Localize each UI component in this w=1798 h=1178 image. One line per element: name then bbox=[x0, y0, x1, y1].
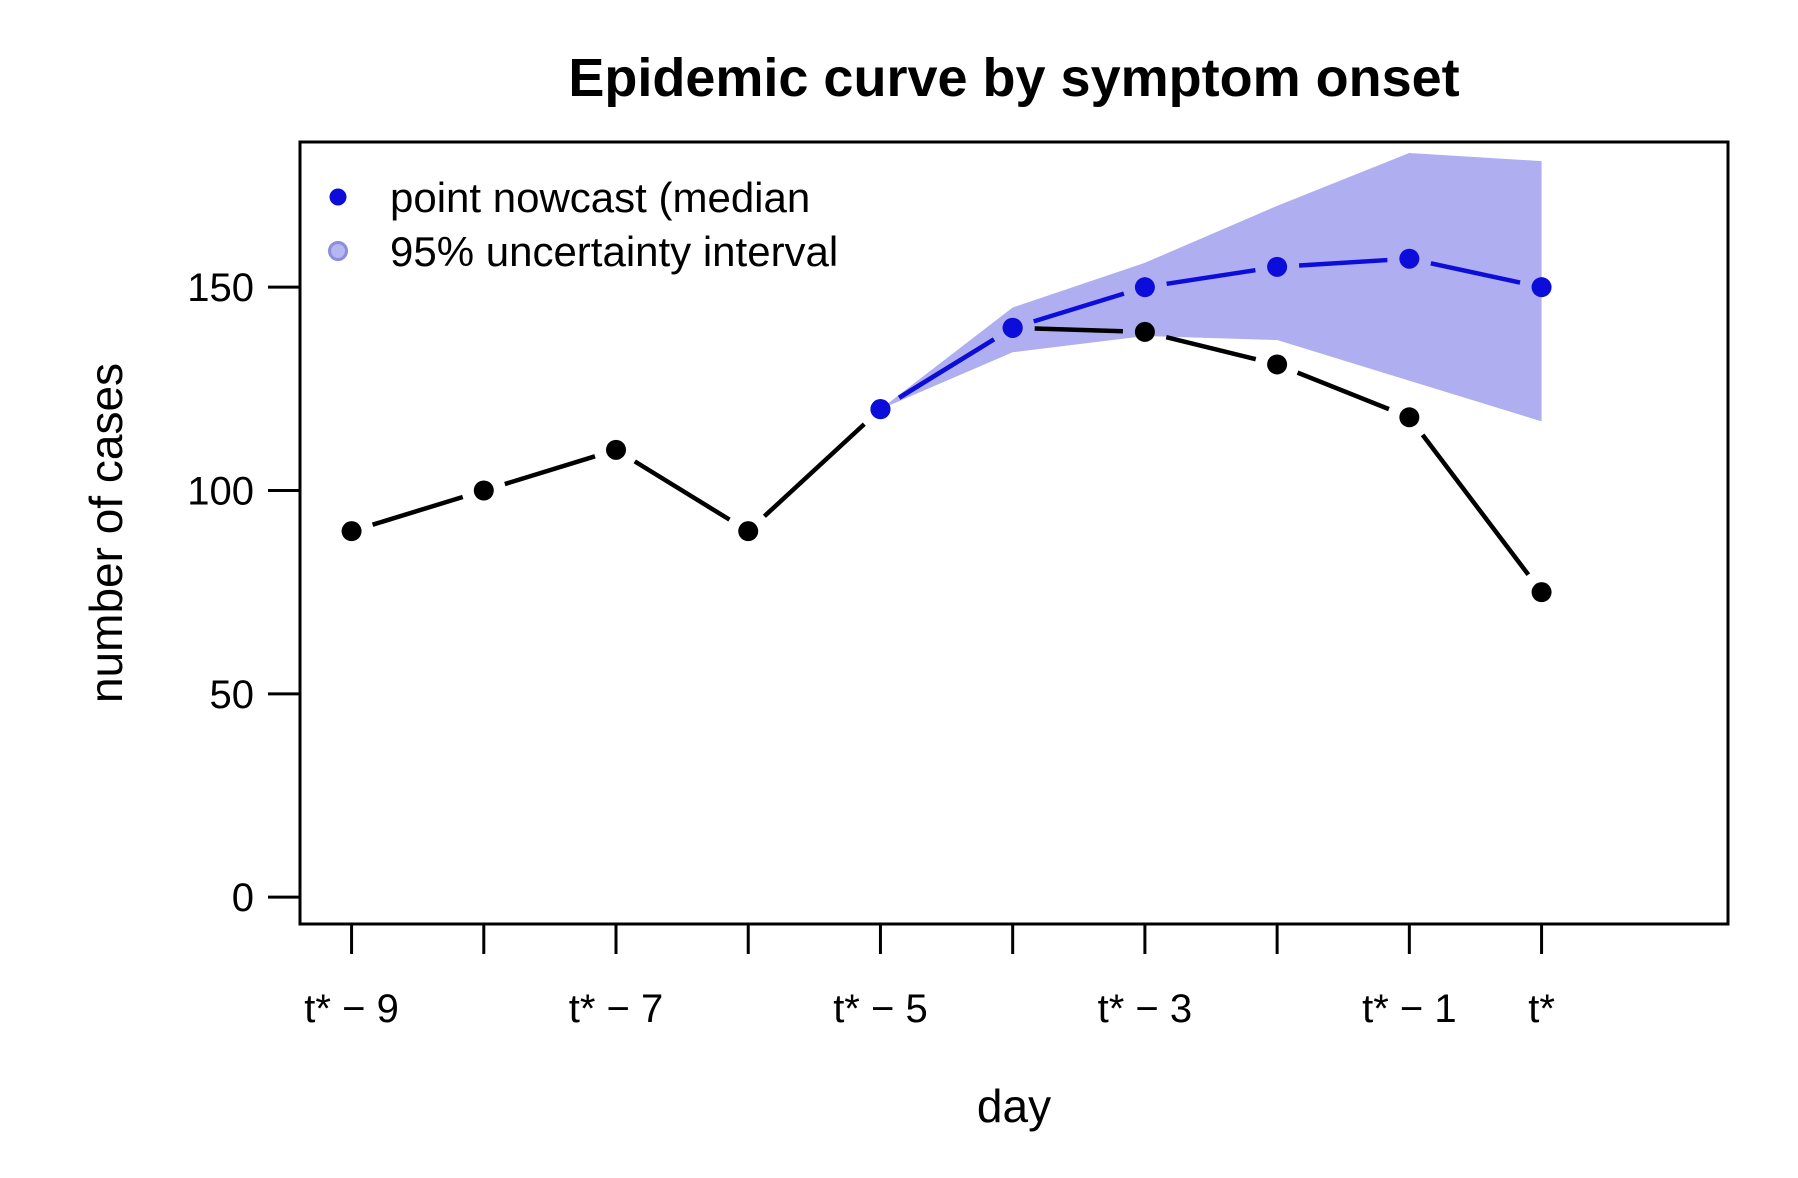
x-tick-label: t* − 7 bbox=[569, 987, 664, 1031]
nowcast-line-segment bbox=[1430, 261, 1521, 285]
observed-point bbox=[1399, 407, 1420, 428]
x-tick-label: t* − 5 bbox=[833, 987, 928, 1031]
nowcast-point bbox=[1399, 248, 1420, 269]
x-tick-label: t* − 1 bbox=[1362, 987, 1457, 1031]
y-tick-label: 100 bbox=[187, 470, 254, 514]
y-tick-label: 50 bbox=[210, 673, 255, 717]
observed-line-segment bbox=[633, 459, 731, 522]
nowcast-line-segment bbox=[1033, 291, 1125, 324]
observed-point bbox=[341, 521, 362, 542]
observed-point bbox=[473, 480, 494, 501]
x-axis-title: day bbox=[976, 1080, 1052, 1132]
nowcast-line-segment bbox=[1166, 267, 1256, 287]
nowcast-point bbox=[870, 399, 891, 420]
legend-item-label: 95% uncertainty interval bbox=[390, 228, 838, 275]
chart-title: Epidemic curve by symptom onset bbox=[568, 48, 1460, 108]
observed-point bbox=[1267, 354, 1288, 375]
legend-item-label: point nowcast (median bbox=[390, 174, 810, 221]
observed-line-segment bbox=[371, 494, 464, 527]
legend-band-dot-icon bbox=[328, 241, 348, 261]
observed-point bbox=[738, 521, 759, 542]
observed-line-segment bbox=[762, 422, 866, 518]
nowcast-point bbox=[1134, 277, 1155, 298]
observed-point bbox=[606, 439, 627, 460]
y-axis-title: number of cases bbox=[80, 362, 132, 704]
nowcast-point bbox=[1002, 317, 1023, 338]
x-tick-label: t* − 3 bbox=[1098, 987, 1193, 1031]
observed-point bbox=[1134, 321, 1155, 342]
observed-line-segment bbox=[504, 454, 596, 487]
observed-point bbox=[1531, 582, 1552, 603]
observed-line-segment bbox=[1420, 433, 1531, 576]
uncertainty-band bbox=[880, 152, 1542, 422]
observed-line-segment bbox=[1165, 334, 1257, 362]
observed-line-segment bbox=[1296, 370, 1390, 412]
x-tick-label: t* bbox=[1528, 987, 1555, 1031]
y-tick-label: 150 bbox=[187, 266, 254, 310]
nowcast-point bbox=[1531, 277, 1552, 298]
nowcast-line-segment bbox=[1298, 257, 1388, 268]
y-tick-label: 0 bbox=[232, 876, 254, 920]
nowcast-point bbox=[1267, 256, 1288, 277]
legend-nowcast-dot-icon bbox=[329, 188, 347, 206]
x-tick-label: t* − 9 bbox=[304, 987, 399, 1031]
nowcast-line-segment bbox=[898, 337, 996, 400]
observed-line-segment bbox=[1034, 326, 1123, 334]
